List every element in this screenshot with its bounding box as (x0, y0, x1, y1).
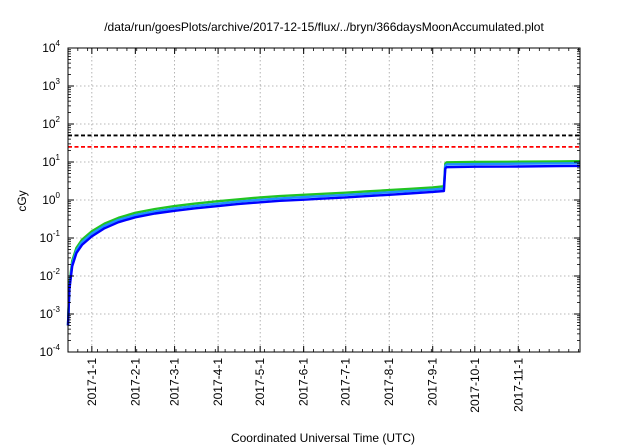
x-tick-label: 2017-3-1 (168, 358, 182, 406)
y-tick-label: 10-3 (40, 305, 61, 321)
y-tick-label: 101 (42, 153, 60, 169)
y-tick-label: 103 (42, 77, 60, 93)
x-tick-label: 2017-8-1 (382, 358, 396, 406)
y-tick-label: 104 (42, 39, 60, 55)
x-tick-label: 2017-4-1 (211, 358, 225, 406)
x-tick-label: 2017-11-1 (511, 358, 525, 412)
reference-lines (68, 134, 580, 148)
grid (68, 47, 580, 353)
x-axis-label: Coordinated Universal Time (UTC) (231, 431, 415, 445)
y-tick-label: 100 (42, 191, 60, 207)
series-lines (66, 160, 581, 326)
series-line (66, 162, 581, 326)
x-tick-label: 2017-9-1 (426, 358, 440, 406)
series-line (66, 160, 581, 326)
y-axis-label: cGy (15, 190, 29, 211)
y-tick-label: 10-4 (40, 343, 61, 359)
x-tick-label: 2017-5-1 (253, 358, 267, 406)
x-tick-label: 2017-10-1 (468, 358, 482, 413)
chart-title: /data/run/goesPlots/archive/2017-12-15/f… (104, 20, 544, 34)
x-tick-label: 2017-6-1 (297, 358, 311, 406)
x-tick-label: 2017-2-1 (128, 358, 142, 406)
y-tick-label: 10-1 (40, 229, 61, 245)
series-line (66, 164, 581, 326)
y-tick-label: 102 (42, 115, 60, 131)
axes: 10-4 10-3 10-2 10-1 100 101 102 103 104 2017-1-1 2… (40, 39, 581, 413)
x-tick-label: 2017-7-1 (339, 358, 353, 406)
x-tick-label: 2017-1-1 (85, 358, 99, 406)
y-tick-label: 10-2 (40, 267, 61, 283)
